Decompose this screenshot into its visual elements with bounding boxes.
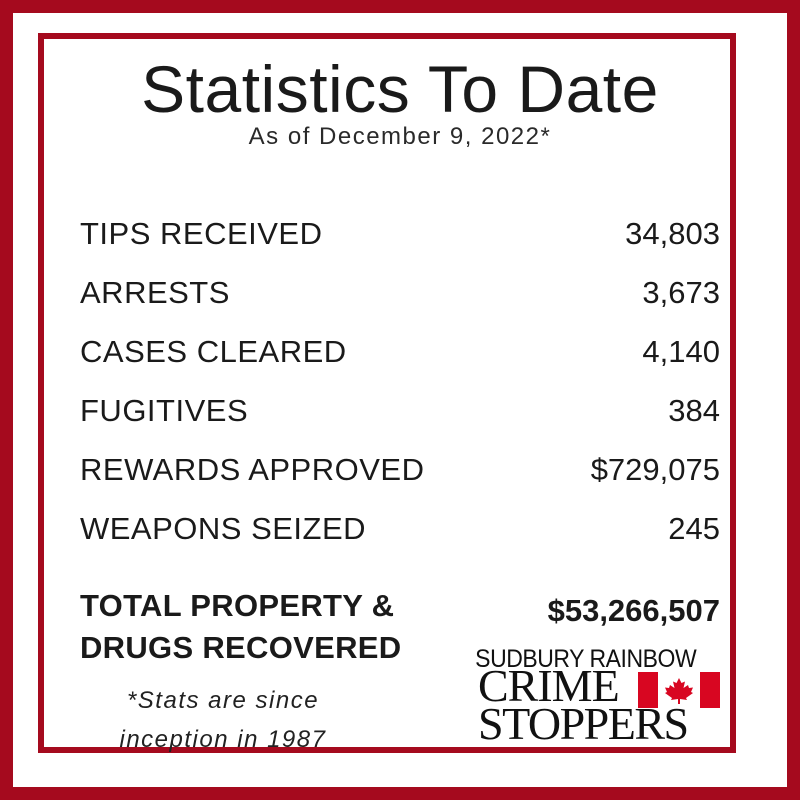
stat-row-fugitives: FUGITIVES 384: [80, 393, 720, 433]
stat-value: 3,673: [642, 275, 720, 310]
note-line2: inception in 1987: [119, 726, 327, 753]
inner-frame: [38, 33, 736, 753]
stat-row-rewards: REWARDS APPROVED $729,075: [80, 452, 720, 492]
note-line1: *Stats are since: [126, 687, 320, 714]
stat-label: CASES CLEARED: [80, 334, 347, 369]
total-label: TOTAL PROPERTY & DRUGS RECOVERED: [80, 585, 401, 669]
canada-flag-icon: [638, 672, 720, 708]
stat-label: TIPS RECEIVED: [80, 216, 323, 251]
stat-value: 4,140: [642, 334, 720, 369]
stat-label: FUGITIVES: [80, 393, 249, 428]
stat-value: 34,803: [625, 216, 720, 251]
stat-label: WEAPONS SEIZED: [80, 511, 367, 546]
total-value: $53,266,507: [547, 593, 720, 628]
stats-note: *Stats are since inception in 1987: [103, 681, 343, 759]
date-subtitle: As of December 9, 2022*: [248, 123, 552, 150]
logo-crime-text: CRIME: [478, 660, 620, 711]
logo-top-text: SUDBURY RAINBOW: [475, 645, 697, 673]
stat-label: REWARDS APPROVED: [80, 452, 425, 487]
total-label-line1: TOTAL PROPERTY &: [80, 588, 395, 623]
stat-row-weapons: WEAPONS SEIZED 245: [80, 511, 720, 551]
total-label-line2: DRUGS RECOVERED: [80, 630, 402, 665]
stat-row-arrests: ARRESTS 3,673: [80, 275, 720, 315]
crime-stoppers-logo: SUDBURY RAINBOW CRIME STOPPERS: [473, 645, 720, 749]
stat-row-cases-cleared: CASES CLEARED 4,140: [80, 334, 720, 374]
stat-row-tips: TIPS RECEIVED 34,803: [80, 216, 720, 256]
logo-stoppers-text: STOPPERS: [478, 698, 689, 749]
stat-label: ARRESTS: [80, 275, 230, 310]
stat-value: $729,075: [590, 452, 720, 487]
page-title: Statistics To Date: [141, 52, 659, 126]
stat-value: 384: [668, 393, 720, 428]
stat-value: 245: [668, 511, 720, 546]
